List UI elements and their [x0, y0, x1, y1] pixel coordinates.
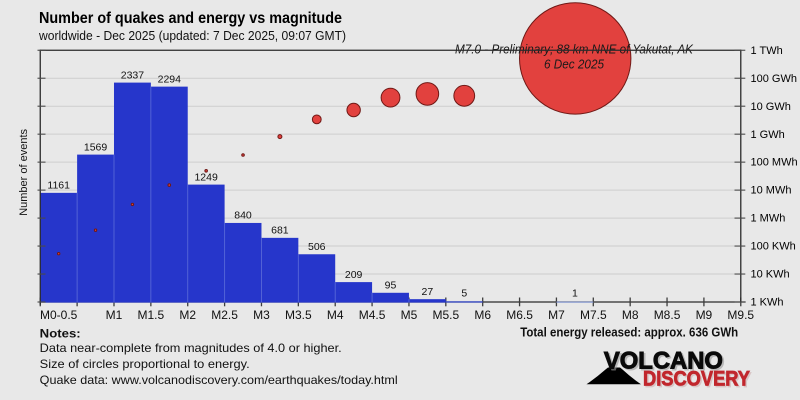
svg-text:5: 5 [461, 288, 467, 300]
svg-text:Data near-complete from magnit: Data near-complete from magnitudes of 4.… [40, 341, 342, 355]
svg-text:10 KWh: 10 KWh [751, 269, 790, 281]
svg-text:209: 209 [345, 269, 363, 281]
svg-text:M5: M5 [401, 308, 418, 322]
svg-text:10 GWh: 10 GWh [751, 101, 791, 113]
svg-text:Quake data: www.volcanodiscove: Quake data: www.volcanodiscovery.com/ear… [40, 373, 398, 387]
svg-text:Size of circles proportional t: Size of circles proportional to energy. [40, 357, 250, 371]
svg-text:M9.5: M9.5 [727, 308, 754, 322]
svg-text:100 KWh: 100 KWh [751, 241, 796, 253]
svg-text:1249: 1249 [194, 171, 218, 183]
svg-text:1 GWh: 1 GWh [751, 129, 785, 141]
svg-text:M6: M6 [474, 308, 491, 322]
svg-text:M9: M9 [696, 308, 713, 322]
svg-text:1: 1 [572, 288, 578, 300]
svg-text:506: 506 [308, 241, 326, 253]
svg-text:VOLCANO: VOLCANO [604, 347, 723, 374]
svg-text:M4: M4 [327, 308, 344, 322]
svg-text:M7: M7 [548, 308, 565, 322]
svg-text:1 KWh: 1 KWh [751, 297, 784, 309]
svg-text:M3.5: M3.5 [285, 308, 312, 322]
svg-text:M0-0.5: M0-0.5 [40, 308, 78, 322]
svg-text:M7.5: M7.5 [580, 308, 607, 322]
svg-text:2337: 2337 [121, 69, 145, 81]
svg-text:M2.5: M2.5 [211, 308, 238, 322]
svg-text:worldwide - Dec 2025 (updated:: worldwide - Dec 2025 (updated: 7 Dec 202… [38, 28, 346, 43]
svg-text:VOLCANO: VOLCANO [606, 349, 725, 376]
svg-text:100 MWh: 100 MWh [751, 157, 798, 169]
svg-text:M8: M8 [622, 308, 639, 322]
svg-text:M4.5: M4.5 [359, 308, 386, 322]
svg-text:27: 27 [422, 286, 434, 298]
svg-text:M7.0 - Preliminary; 88 km NNE: M7.0 - Preliminary; 88 km NNE of Yakutat… [455, 43, 694, 57]
svg-text:100 GWh: 100 GWh [751, 73, 797, 85]
svg-text:M8.5: M8.5 [654, 308, 681, 322]
svg-text:M3: M3 [253, 308, 270, 322]
svg-text:1 MWh: 1 MWh [751, 213, 786, 225]
svg-text:Number of quakes and energy vs: Number of quakes and energy vs magnitude [39, 10, 342, 27]
svg-text:DISCOVERY: DISCOVERY [645, 369, 752, 392]
svg-text:1161: 1161 [47, 180, 70, 192]
svg-text:1 TWh: 1 TWh [751, 45, 783, 57]
svg-text:10 MWh: 10 MWh [751, 185, 792, 197]
svg-text:1569: 1569 [84, 141, 108, 153]
svg-text:M6.5: M6.5 [506, 308, 533, 322]
svg-text:681: 681 [271, 225, 289, 237]
svg-text:Notes:: Notes: [40, 327, 81, 341]
svg-text:DISCOVERY: DISCOVERY [643, 368, 750, 391]
svg-text:M1.5: M1.5 [138, 308, 165, 322]
svg-text:M5.5: M5.5 [432, 308, 459, 322]
svg-text:Total energy released: approx.: Total energy released: approx. 636 GWh [520, 324, 738, 339]
svg-text:840: 840 [234, 210, 252, 222]
svg-text:Number of events: Number of events [18, 128, 30, 215]
svg-text:M1: M1 [106, 308, 123, 322]
svg-text:6 Dec 2025: 6 Dec 2025 [544, 58, 604, 72]
svg-text:M2: M2 [179, 308, 196, 322]
svg-text:95: 95 [385, 279, 397, 291]
svg-text:2294: 2294 [158, 73, 182, 85]
